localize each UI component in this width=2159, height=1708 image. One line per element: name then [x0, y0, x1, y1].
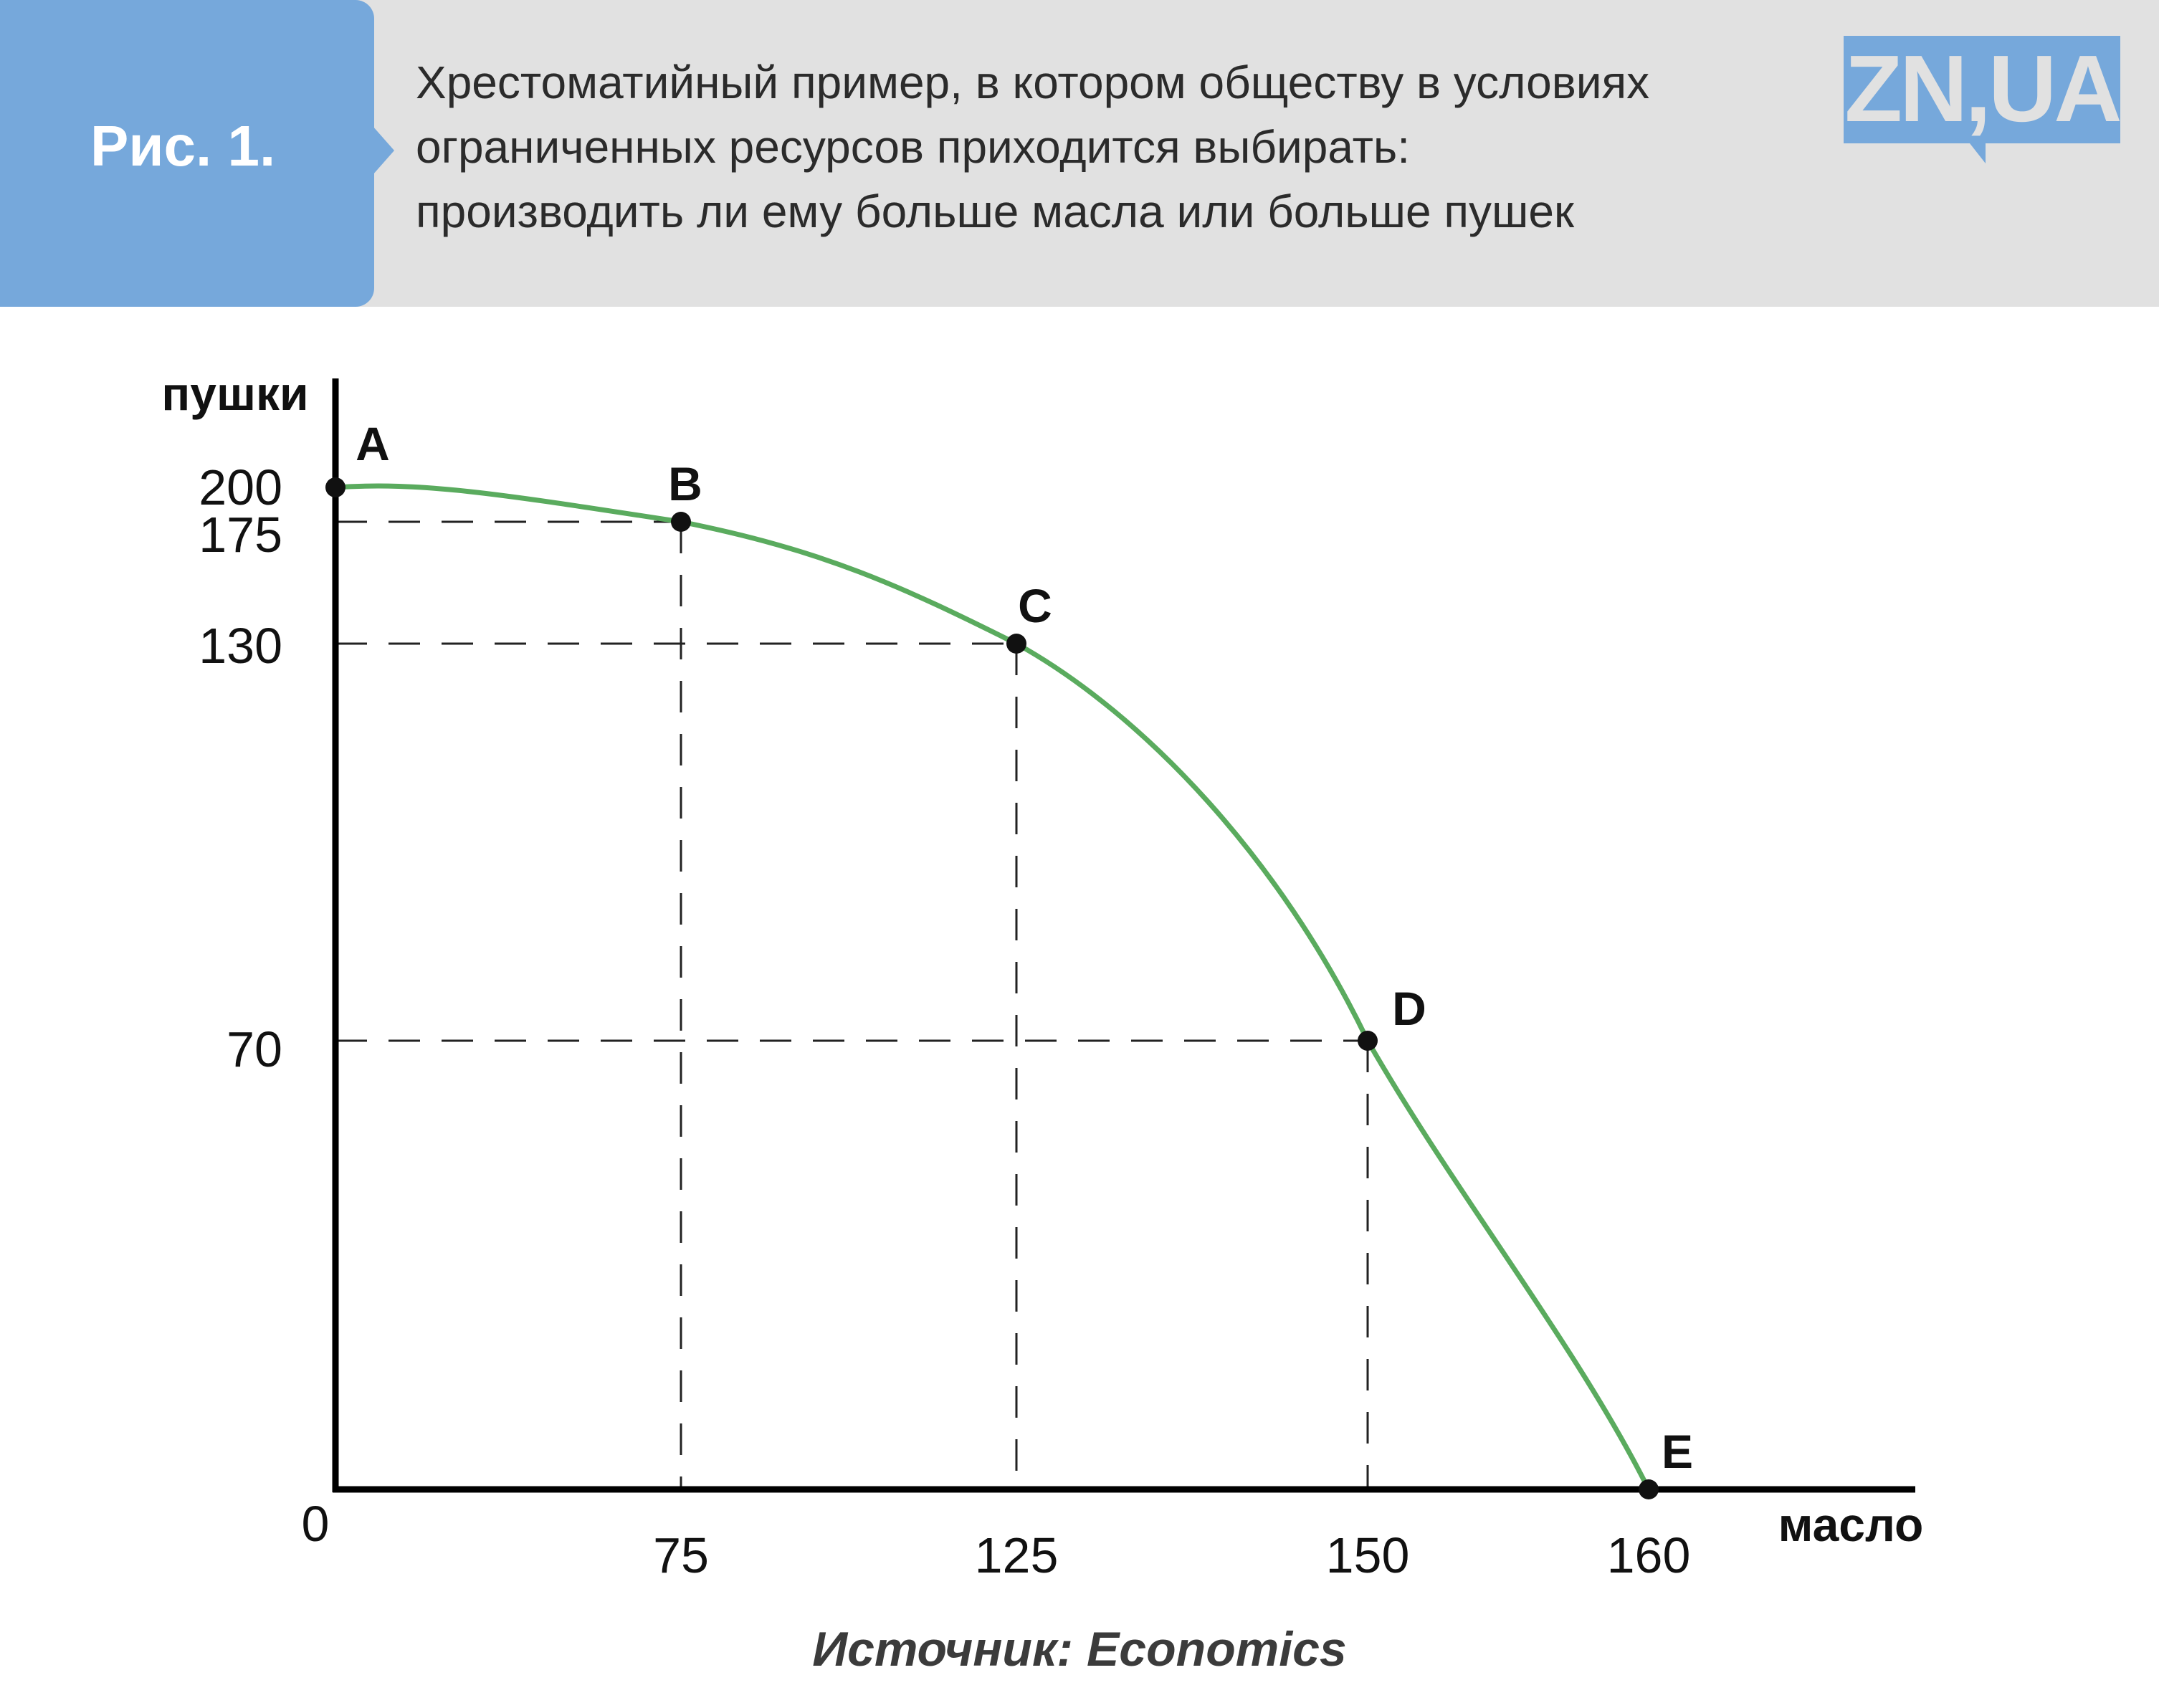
x-tick-75: 75: [653, 1527, 709, 1583]
point-E: [1639, 1479, 1659, 1499]
x-tick-160: 160: [1607, 1527, 1691, 1583]
y-tick-175: 175: [199, 507, 282, 563]
point-B: [671, 512, 691, 532]
x-axis-label: масло: [1778, 1498, 1924, 1551]
caption-line-1: Хрестоматийный пример, в котором обществ…: [416, 57, 1650, 108]
header-banner: Рис. 1. Хрестоматийный пример, в котором…: [0, 0, 2159, 307]
point-A: [325, 477, 345, 497]
point-D: [1358, 1031, 1378, 1051]
origin-label: 0: [302, 1496, 330, 1552]
y-tick-200: 200: [199, 459, 282, 515]
caption-line-3: производить ли ему больше масла или боль…: [416, 186, 1574, 237]
x-tick-150: 150: [1326, 1527, 1410, 1583]
point-label-C: C: [1018, 579, 1052, 632]
logo-badge: [1844, 36, 2120, 163]
figure-caption: Хрестоматийный пример, в котором обществ…: [416, 50, 1849, 244]
logo-text: ZN,UA: [1844, 36, 2122, 141]
y-axis-label: пушки: [161, 367, 308, 420]
caption-line-2: ограниченных ресурсов приходится выбират…: [416, 121, 1410, 173]
zn-ua-logo: ZN,UA: [1844, 36, 2122, 163]
figure-label: Рис. 1.: [90, 114, 276, 178]
figure-tab: Рис. 1.: [0, 0, 394, 307]
y-tick-70: 70: [227, 1021, 282, 1077]
y-tick-130: 130: [199, 618, 282, 674]
point-label-A: A: [356, 417, 390, 470]
ppf-curve: [335, 483, 1652, 1491]
source-note: Источник: Economics: [812, 1622, 1347, 1676]
point-label-E: E: [1662, 1425, 1693, 1478]
point-label-B: B: [668, 457, 702, 510]
x-tick-125: 125: [975, 1527, 1059, 1583]
point-C: [1006, 634, 1026, 654]
point-label-D: D: [1392, 982, 1426, 1035]
